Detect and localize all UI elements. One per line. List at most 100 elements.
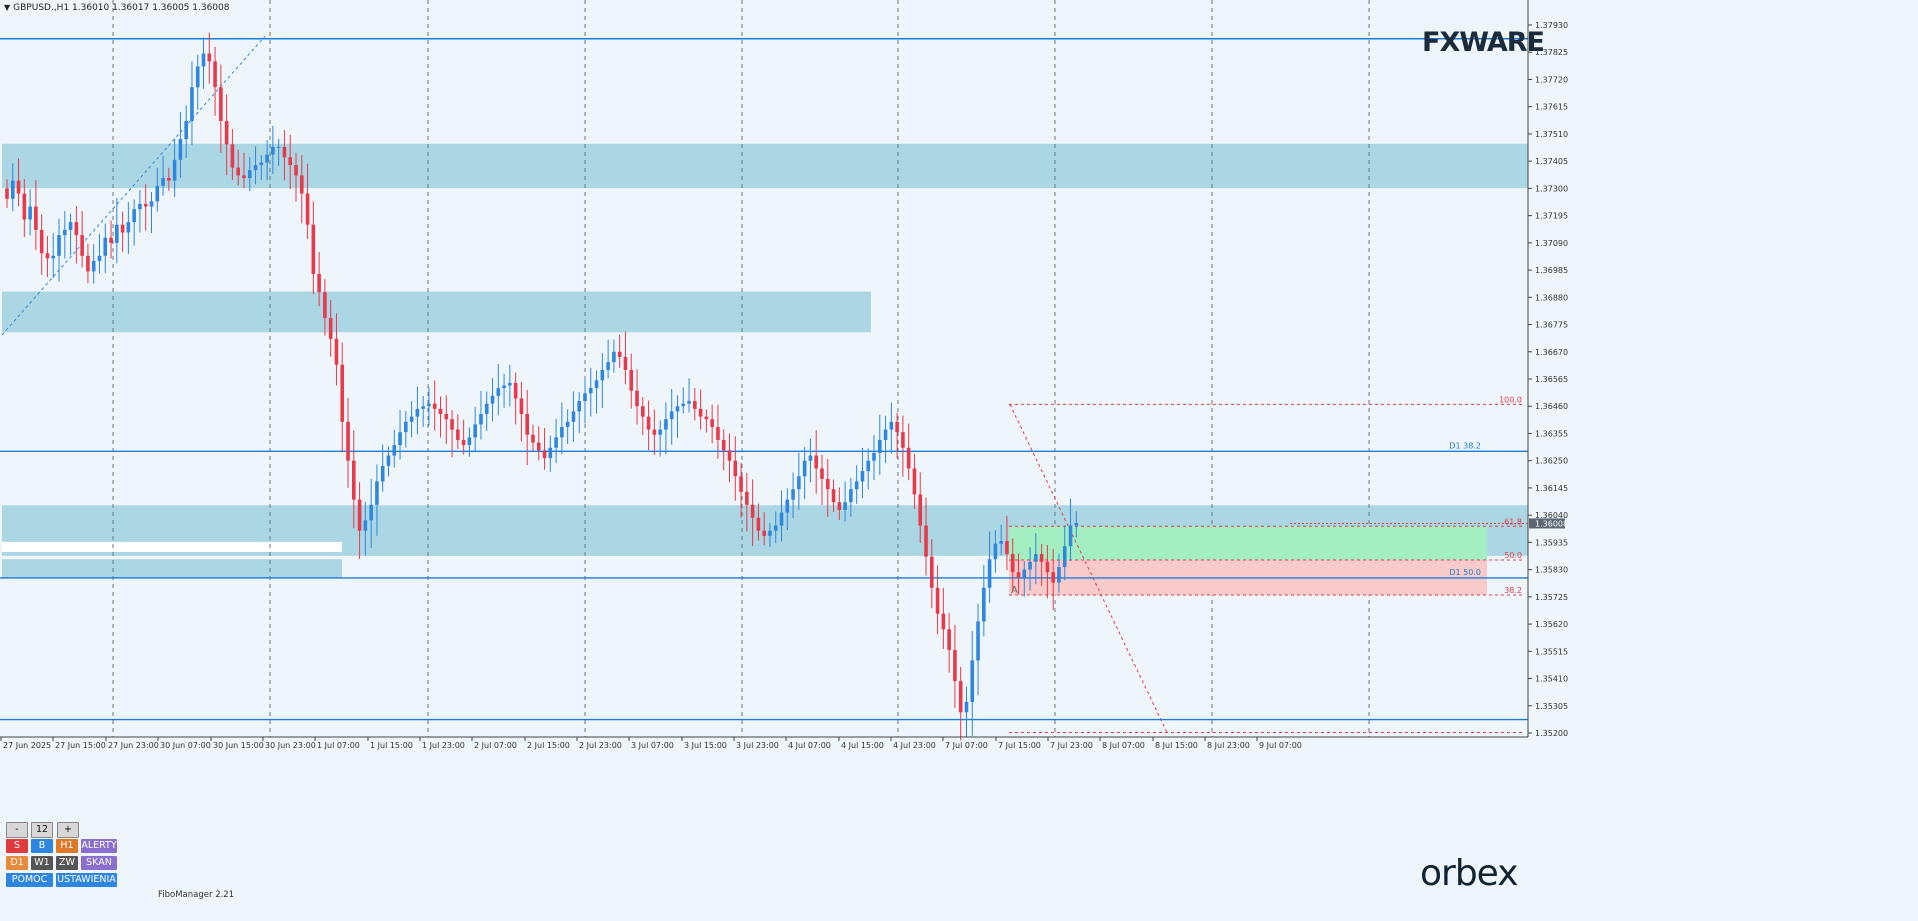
candle-body	[594, 380, 599, 389]
collapse-triangle-icon[interactable]: ▼	[4, 3, 11, 12]
y-tick-label: 1.36145	[1535, 484, 1568, 493]
candle-body	[883, 429, 888, 440]
candle-body	[1068, 525, 1073, 547]
candle-body	[924, 525, 928, 557]
y-tick-label: 1.36355	[1535, 429, 1568, 438]
candle-body	[236, 167, 240, 176]
timeframe-w1-button[interactable]: W1	[31, 856, 53, 870]
candle-body	[115, 224, 119, 243]
candle-body	[785, 499, 790, 513]
candle-body	[958, 681, 963, 713]
y-tick-label: 1.36775	[1535, 321, 1568, 330]
x-tick-label: 2 Jul 23:00	[579, 741, 622, 750]
candle-body	[513, 382, 518, 399]
candle-body	[525, 414, 529, 435]
candle-body	[143, 203, 148, 207]
y-tick-label: 1.35410	[1535, 675, 1568, 684]
alerts-button[interactable]: ALERTY	[81, 839, 117, 853]
settings-button[interactable]: USTAWIENIA	[56, 873, 117, 887]
zw-button[interactable]: ZW	[56, 856, 78, 870]
candle-body	[10, 180, 15, 199]
candle-body	[461, 439, 466, 446]
x-tick-label: 30 Jun 07:00	[160, 741, 211, 750]
candle-body	[276, 146, 281, 148]
candle-body	[814, 455, 818, 469]
timeframe-h1-button[interactable]: H1	[56, 839, 78, 853]
candle-body	[456, 429, 460, 440]
candle-body	[398, 432, 402, 446]
candle-body	[658, 429, 662, 435]
x-tick-label: 9 Jul 07:00	[1259, 741, 1302, 750]
y-tick-label: 1.37720	[1535, 75, 1568, 84]
buy-button[interactable]: B	[31, 839, 53, 853]
candle-body	[409, 416, 414, 422]
candle-body	[502, 385, 506, 389]
candle-body	[259, 162, 264, 166]
x-tick-label: 1 Jul 07:00	[317, 741, 360, 750]
candle-body	[190, 87, 194, 121]
candle-body	[386, 455, 391, 466]
candle-body	[74, 222, 79, 236]
candle-body	[346, 421, 350, 461]
y-tick-label: 1.35515	[1535, 647, 1568, 656]
candle-body	[51, 255, 56, 259]
count-field[interactable]: 12	[31, 822, 53, 838]
orbex-logo: orbex	[1420, 853, 1518, 894]
candle-body	[253, 165, 258, 171]
candle-body	[323, 292, 327, 319]
sr-zone	[2, 559, 342, 579]
x-tick-label: 27 Jun 15:00	[55, 741, 106, 750]
sell-button[interactable]: S	[6, 839, 28, 853]
candle-body	[1074, 522, 1079, 526]
candle-body	[560, 426, 564, 438]
candle-body	[953, 650, 957, 682]
y-tick-label: 1.35200	[1535, 729, 1568, 738]
candle-body	[583, 393, 587, 402]
candle-body	[294, 165, 298, 176]
candle-body	[195, 66, 200, 88]
candle-body	[149, 201, 154, 207]
x-tick-label: 3 Jul 23:00	[736, 741, 779, 750]
y-tick-label: 1.37300	[1535, 184, 1568, 193]
candle-body	[328, 318, 333, 339]
x-tick-label: 8 Jul 15:00	[1155, 741, 1198, 750]
y-tick-label: 1.35830	[1535, 566, 1568, 575]
decrease-button[interactable]: -	[6, 822, 28, 838]
candle-body	[756, 517, 761, 531]
candle-body	[641, 406, 645, 417]
candle-body	[16, 180, 21, 194]
x-tick-label: 1 Jul 23:00	[422, 741, 465, 750]
fibo-zone-green	[1009, 526, 1487, 561]
candle-body	[1039, 554, 1044, 562]
candle-body	[779, 512, 784, 526]
candle-body	[479, 414, 483, 425]
scan-button[interactable]: SKAN	[81, 856, 117, 870]
candle-body	[305, 193, 310, 225]
candle-body	[63, 229, 67, 236]
increase-button[interactable]: +	[57, 822, 79, 838]
y-tick-label: 1.37405	[1535, 157, 1568, 166]
candle-body	[652, 429, 657, 435]
help-button[interactable]: POMOC	[6, 873, 53, 887]
candle-body	[669, 411, 674, 420]
candle-body	[565, 421, 570, 427]
candle-body	[138, 203, 142, 210]
candle-body	[1010, 554, 1015, 573]
y-tick-label: 1.37090	[1535, 239, 1568, 248]
candle-body	[976, 621, 980, 661]
y-tick-label: 1.35725	[1535, 593, 1568, 602]
candle-body	[28, 206, 32, 220]
candle-body	[704, 416, 709, 420]
fibo-manager-label: FiboManager 2.21	[158, 890, 235, 900]
zone-gap	[2, 541, 342, 552]
timeframe-d1-button[interactable]: D1	[6, 856, 28, 870]
candle-body	[444, 414, 449, 420]
candle-body	[918, 494, 923, 526]
candle-body	[421, 406, 425, 409]
candle-body	[727, 450, 732, 461]
candle-body	[201, 53, 206, 67]
candle-body	[1016, 572, 1021, 578]
